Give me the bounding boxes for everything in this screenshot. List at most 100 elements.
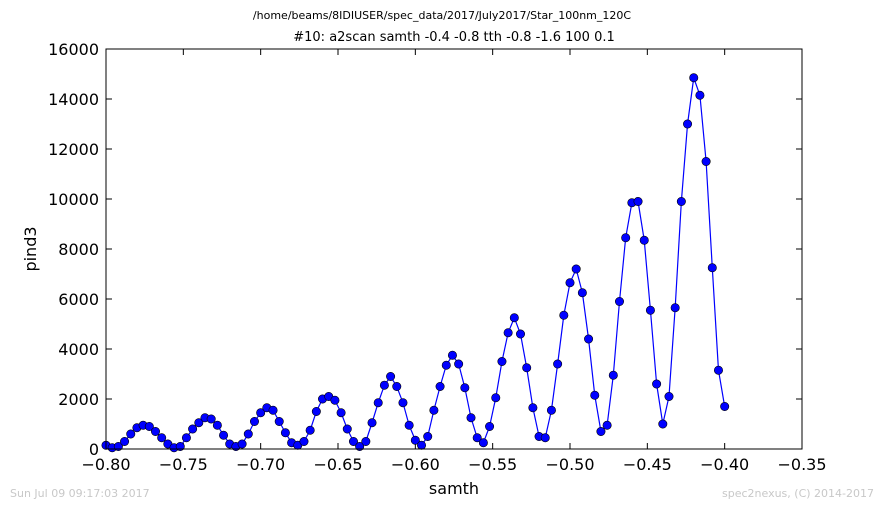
data-point (206, 414, 216, 424)
x-ticks: −0.80 −0.75 −0.70 −0.65 −0.60 −0.55 −0.50 −0.45… (81, 49, 827, 474)
data-point (645, 305, 655, 315)
data-point (249, 416, 259, 426)
data-point (614, 296, 624, 306)
data-point (590, 390, 600, 400)
data-point (528, 403, 538, 413)
data-point (188, 424, 198, 434)
data-point (608, 370, 618, 380)
data-point (553, 359, 563, 369)
y-tick-label: 2000 (58, 390, 99, 409)
data-point (491, 393, 501, 403)
data-point (126, 429, 136, 439)
data-point (546, 405, 556, 415)
data-point (256, 408, 266, 418)
data-point (181, 433, 191, 443)
credit: spec2nexus, (C) 2014-2017 (722, 487, 874, 500)
data-point (311, 406, 321, 416)
data-point (497, 356, 507, 366)
y-tick-label: 4000 (58, 340, 99, 359)
data-point (596, 426, 606, 436)
y-tick-label: 14000 (48, 90, 99, 109)
data-point (652, 379, 662, 389)
data-point (683, 119, 693, 129)
data-point (689, 73, 699, 83)
data-point (398, 398, 408, 408)
y-tick-label: 12000 (48, 140, 99, 159)
data-point (336, 408, 346, 418)
data-point (348, 436, 358, 446)
data-point (695, 90, 705, 100)
x-tick-label: −0.40 (700, 455, 749, 474)
data-point (454, 359, 464, 369)
data-point (330, 395, 340, 405)
x-tick-label: −0.50 (545, 455, 594, 474)
data-point (274, 416, 284, 426)
y-tick-label: 0 (89, 440, 99, 459)
data-point (441, 360, 451, 370)
data-point (342, 424, 352, 434)
data-point (361, 436, 371, 446)
data-point (571, 264, 581, 274)
data-point (144, 421, 154, 431)
timestamp: Sun Jul 09 09:17:03 2017 (10, 487, 150, 500)
data-point (522, 363, 532, 373)
y-axis-label: pind3 (21, 226, 40, 271)
y-tick-label: 10000 (48, 190, 99, 209)
data-point (701, 157, 711, 167)
data-point (237, 439, 247, 449)
x-tick-label: −0.35 (777, 455, 826, 474)
data-point (379, 380, 389, 390)
data-point (466, 413, 476, 423)
data-point (540, 433, 550, 443)
plot-frame (105, 48, 803, 450)
x-tick-label: −0.75 (159, 455, 208, 474)
data-point (243, 429, 253, 439)
x-tick-label: −0.55 (468, 455, 517, 474)
x-tick-label: −0.65 (313, 455, 362, 474)
series-line (105, 77, 726, 449)
data-point (509, 313, 519, 323)
x-tick-label: −0.45 (623, 455, 672, 474)
data-points (101, 73, 730, 453)
y-tick-label: 8000 (58, 240, 99, 259)
data-point (670, 303, 680, 313)
data-point (212, 420, 222, 430)
data-point (516, 329, 526, 339)
data-point (194, 418, 204, 428)
data-point (577, 288, 587, 298)
x-tick-label: −0.70 (236, 455, 285, 474)
data-point (639, 235, 649, 245)
y-tick-label: 6000 (58, 290, 99, 309)
data-point (565, 278, 575, 288)
data-point (460, 383, 470, 393)
data-point (658, 419, 668, 429)
data-point (367, 418, 377, 428)
data-point (720, 401, 730, 411)
data-point (472, 433, 482, 443)
data-point (423, 431, 433, 441)
data-point (676, 197, 686, 207)
data-point (157, 433, 167, 443)
data-point (410, 435, 420, 445)
data-point (305, 425, 315, 435)
file-path-title: /home/beams/8IDIUSER/spec_data/2017/July… (252, 9, 632, 22)
x-tick-label: −0.80 (81, 455, 130, 474)
data-point (447, 350, 457, 360)
data-point (120, 436, 130, 446)
data-point (633, 197, 643, 207)
data-point (664, 391, 674, 401)
data-point (373, 398, 383, 408)
y-tick-label: 16000 (48, 40, 99, 59)
y-ticks: 0 2000 4000 6000 8000 10000 12000 14000 16000 (48, 40, 802, 459)
data-point (584, 334, 594, 344)
data-point (435, 381, 445, 391)
data-point (299, 436, 309, 446)
data-point (386, 371, 396, 381)
x-axis-label: samth (429, 479, 479, 498)
x-tick-label: −0.60 (391, 455, 440, 474)
data-point (150, 426, 160, 436)
scan-title: #10: a2scan samth -0.4 -0.8 tth -0.8 -1.… (293, 30, 615, 45)
data-point (392, 381, 402, 391)
data-point (621, 233, 631, 243)
